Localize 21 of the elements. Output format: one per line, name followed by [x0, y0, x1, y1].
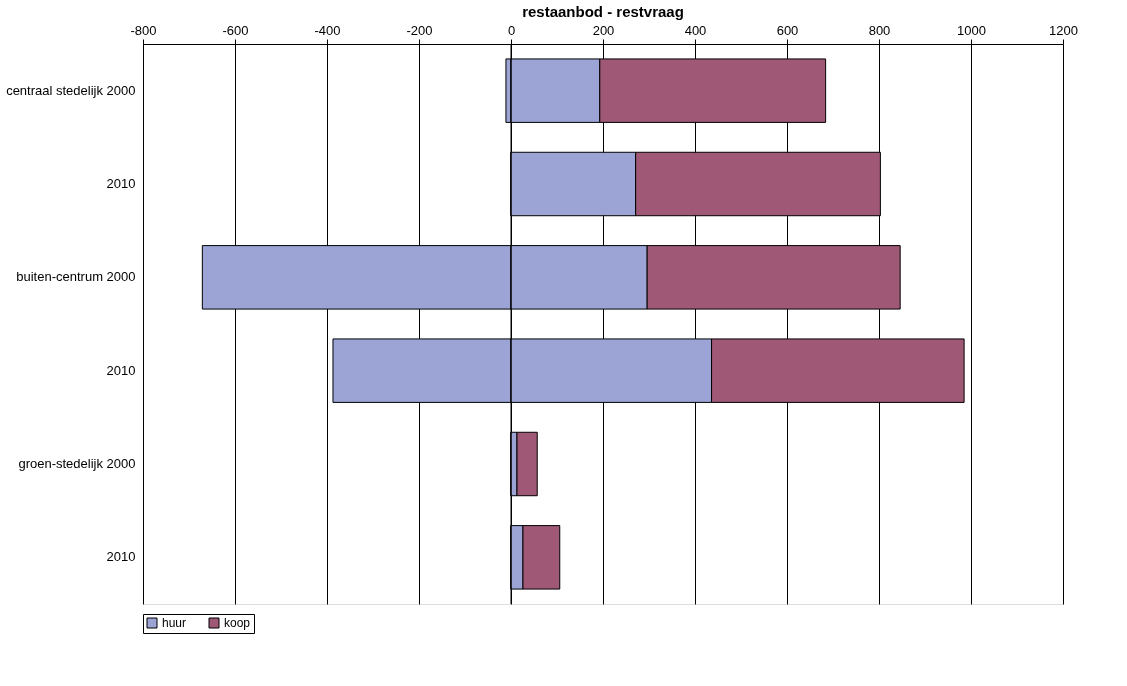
- x-tick-label: 1000: [957, 22, 986, 38]
- chart-title: restaanbod - restvraag: [522, 3, 684, 20]
- y-tick-label: 2010: [106, 176, 136, 191]
- x-tick-label: -600: [222, 22, 249, 38]
- legend-label: koop: [224, 616, 251, 630]
- x-tick-label: -200: [406, 22, 433, 38]
- x-tick-label: 200: [592, 22, 615, 38]
- x-tick-label: 0: [507, 22, 516, 38]
- y-tick-label: groen-stedelijk 2000: [18, 456, 136, 471]
- x-tick-label: 600: [776, 22, 799, 38]
- x-tick-label: -800: [130, 22, 157, 38]
- y-tick-label: 2010: [106, 549, 136, 565]
- legend-label: huur: [162, 616, 187, 630]
- y-tick-label: centraal stedelijk 2000: [6, 82, 136, 98]
- x-tick-label: 800: [868, 22, 891, 38]
- y-tick-label: 2010: [106, 362, 136, 378]
- y-tick-label: buiten-centrum 2000: [16, 269, 136, 285]
- x-tick-label: -400: [314, 22, 341, 38]
- x-tick-label: 400: [684, 22, 707, 38]
- x-tick-label: 1200: [1049, 22, 1078, 38]
- bar: [516, 431, 538, 497]
